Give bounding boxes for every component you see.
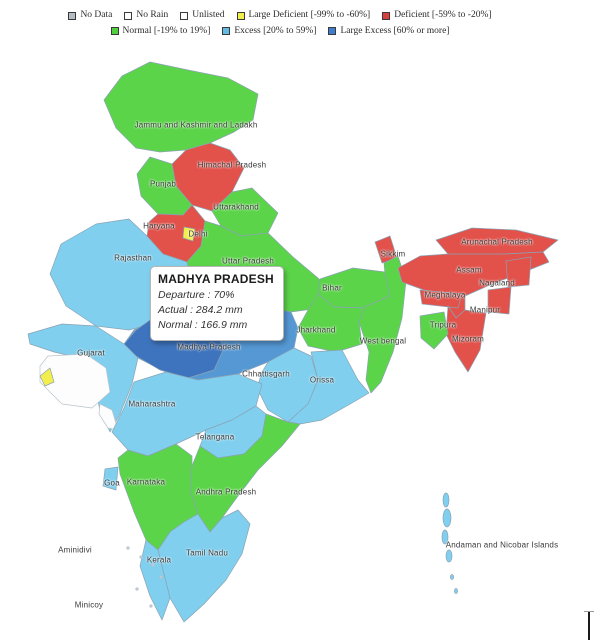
- tooltip-actual: Actual : 284.2 mm: [158, 304, 243, 317]
- state-jharkhand[interactable]: [297, 293, 365, 353]
- lakshadweep-islands[interactable]: [126, 546, 163, 608]
- state-jammu-kashmir-ladakh[interactable]: [103, 61, 259, 153]
- state-nagaland[interactable]: [505, 256, 532, 288]
- legend-label: Unlisted: [192, 10, 225, 21]
- state-label-bihar: Bihar: [322, 283, 342, 293]
- legend-color-swatch: [222, 27, 231, 36]
- tooltip-departure: Departure : 70%: [158, 289, 235, 301]
- state-orissa[interactable]: [287, 349, 370, 425]
- state-goa[interactable]: [102, 466, 119, 491]
- legend-item: No Data: [68, 8, 112, 23]
- state-label-andhra: Andhra Pradesh: [195, 487, 257, 497]
- state-label-chhattisgarh: Chhattisgarh: [242, 369, 290, 379]
- legend-color-swatch: [68, 11, 77, 20]
- legend-item: Normal [-19% to 19%]: [110, 24, 211, 39]
- legend-color-swatch: [180, 11, 189, 20]
- state-label-mizoram: Mizoram: [451, 334, 485, 344]
- state-label-punjab: Punjab: [149, 179, 177, 189]
- state-label-orissa: Orissa: [309, 375, 335, 385]
- state-kerala[interactable]: [139, 539, 171, 621]
- state-label-mp: Madhya Pradesh: [177, 342, 241, 352]
- state-label-gujarat: Gujarat: [77, 348, 105, 358]
- state-label-manipur: Manipur: [469, 305, 501, 315]
- state-label-jk: Jammu and Kashmir and Ladakh: [134, 120, 258, 130]
- state-label-wb: West bengal: [359, 336, 407, 346]
- state-label-andaman: Andaman and Nicobar Islands: [445, 540, 559, 550]
- legend-row-1: No Data No Rain Unlisted Large Deficient [-…: [0, 8, 560, 23]
- legend-label: Large Deficient [-99% to -60%]: [248, 10, 371, 21]
- legend-item: Large Deficient [-99% to -60%]: [236, 8, 371, 23]
- legend-item: Large Excess [60% or more]: [328, 24, 449, 39]
- map-legend: No Data No Rain Unlisted Large Deficient [-…: [0, 8, 560, 39]
- state-manipur[interactable]: [487, 286, 512, 315]
- state-label-rajasthan: Rajasthan: [114, 253, 152, 263]
- region-coastal-unlisted[interactable]: [98, 403, 119, 431]
- state-label-arunachal: Arunachal Pradesh: [461, 237, 533, 247]
- tooltip-state-name: MADHYA PRADESH: [158, 272, 274, 286]
- state-label-tripura: Tripura: [429, 320, 457, 330]
- state-delhi[interactable]: [182, 226, 196, 242]
- tooltip-normal: Normal : 166.9 mm: [158, 319, 248, 332]
- scale-mark: [584, 611, 594, 640]
- state-label-uttarakhand: Uttarakhand: [213, 202, 259, 212]
- legend-label: No Rain: [136, 10, 169, 21]
- legend-label: Excess [20% to 59%]: [234, 25, 317, 36]
- state-label-aminidivi: Aminidivi: [58, 545, 92, 555]
- state-label-telangana: Telangana: [195, 432, 235, 442]
- state-label-sikkim: Sikkim: [380, 249, 406, 259]
- state-tooltip: MADHYA PRADESH Departure : 70% Actual : …: [150, 266, 284, 341]
- region-saurashtra-unlisted[interactable]: [39, 353, 111, 409]
- state-label-jharkhand: Jharkhand: [296, 325, 336, 335]
- state-label-tamilnadu: Tamil Nadu: [185, 548, 229, 558]
- state-label-maharashtra: Maharashtra: [128, 399, 176, 409]
- legend-color-swatch: [236, 11, 245, 20]
- legend-item: Unlisted: [180, 8, 225, 23]
- legend-row-2: Normal [-19% to 19%] Excess [20% to 59%] L…: [0, 23, 560, 38]
- state-label-meghalaya: Meghalaya: [424, 290, 466, 300]
- state-label-delhi: Delhi: [188, 229, 208, 239]
- legend-label: Deficient [-59% to -20%]: [394, 10, 492, 21]
- state-label-goa: Goa: [104, 478, 120, 488]
- legend-color-swatch: [110, 27, 119, 36]
- state-label-assam: Assam: [456, 265, 482, 275]
- state-label-karnataka: Karnataka: [126, 477, 166, 487]
- legend-color-swatch: [328, 27, 337, 36]
- state-tamil-nadu[interactable]: [157, 509, 251, 623]
- legend-item: Excess [20% to 59%]: [222, 24, 316, 39]
- region-gujarat-deficient-patch[interactable]: [39, 367, 55, 387]
- legend-item: No Rain: [124, 8, 168, 23]
- legend-item: Deficient [-59% to -20%]: [382, 8, 492, 23]
- state-label-haryana: Haryana: [143, 221, 175, 231]
- state-tripura[interactable]: [419, 311, 449, 350]
- state-label-himachal: Himachal Pradesh: [197, 160, 267, 170]
- state-andaman-nicobar-islands[interactable]: [441, 492, 458, 594]
- state-label-nagaland: Nagaland: [479, 278, 515, 288]
- legend-label: Large Excess [60% or more]: [340, 25, 450, 36]
- legend-label: Normal [-19% to 19%]: [122, 25, 211, 36]
- state-label-up: Uttar Pradesh: [222, 256, 274, 266]
- legend-color-swatch: [382, 11, 391, 20]
- state-meghalaya[interactable]: [419, 289, 463, 309]
- legend-color-swatch: [124, 11, 133, 20]
- state-west-bengal[interactable]: [358, 255, 407, 394]
- legend-label: No Data: [80, 10, 113, 21]
- state-label-kerala: Kerala: [146, 555, 172, 565]
- state-label-minicoy: Minicoy: [74, 600, 104, 610]
- state-mizoram[interactable]: [445, 305, 487, 373]
